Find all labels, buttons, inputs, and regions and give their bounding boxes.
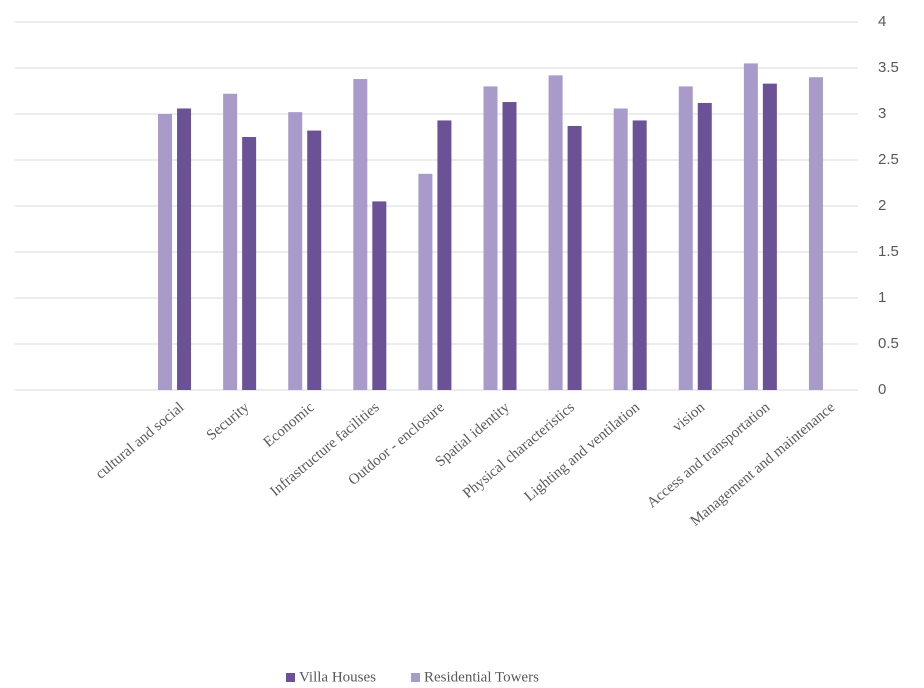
legend-label: Residential Towers [424,669,539,685]
y-tick-label: 3.5 [878,59,899,76]
bar [177,108,192,390]
bar [353,79,368,390]
y-tick-label: 3 [878,105,886,122]
bar [502,102,517,390]
x-tick-label: Access and transportation [644,399,773,511]
bar [613,108,628,390]
bar [808,77,823,390]
bar [307,130,322,390]
bar [372,201,387,390]
y-tick-label: 4 [878,13,886,30]
x-tick-label: Infrastructure facilities [267,399,382,499]
legend-label: Villa Houses [299,669,376,685]
bar [697,102,712,391]
legend-swatch [286,673,295,682]
bar [437,120,452,390]
bar [632,120,647,390]
y-tick-label: 2.5 [878,151,899,168]
x-tick-label: Physical characteristics [460,399,578,502]
bar [567,125,582,391]
x-tick-label: Economic [261,399,318,451]
x-tick-label: cultural and social [93,399,188,482]
bar [242,137,257,390]
y-tick-label: 1.5 [878,243,899,260]
bar [158,114,173,390]
bar [743,63,758,391]
y-tick-label: 2 [878,197,886,214]
bar [548,75,563,391]
x-tick-label: Lighting and ventilation [522,399,644,505]
y-tick-label: 0 [878,381,886,398]
bar [288,112,303,390]
x-tick-label: vision [670,399,709,435]
bar [762,83,777,390]
y-tick-label: 1 [878,289,886,306]
bar [678,86,693,391]
legend-swatch [411,673,421,682]
bar [418,173,433,390]
x-tick-label: Security [204,399,253,444]
y-tick-label: 0.5 [878,335,899,352]
bar [223,93,238,390]
bar [483,86,498,391]
